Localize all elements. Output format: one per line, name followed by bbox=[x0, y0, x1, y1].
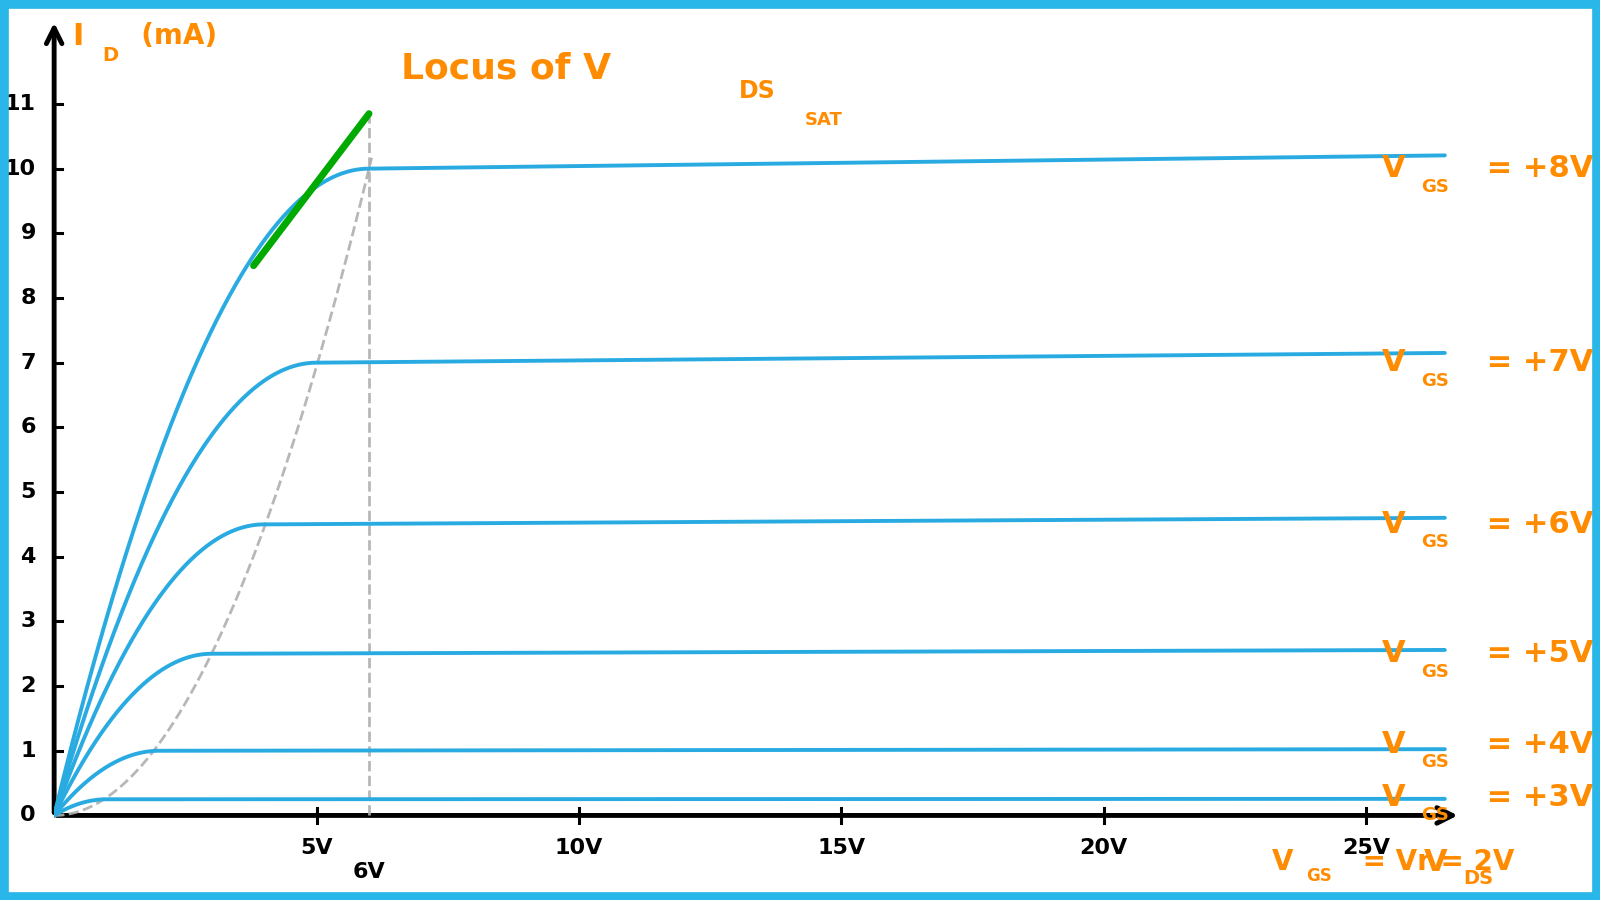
Text: 8: 8 bbox=[21, 288, 35, 308]
Text: GS: GS bbox=[1306, 868, 1331, 886]
Text: D: D bbox=[102, 46, 118, 65]
Text: GS: GS bbox=[1421, 372, 1450, 390]
Text: GS: GS bbox=[1421, 534, 1450, 552]
Text: 5: 5 bbox=[21, 482, 35, 502]
Text: = +4V: = +4V bbox=[1477, 730, 1594, 759]
Text: 15V: 15V bbox=[818, 838, 866, 858]
Text: I: I bbox=[72, 22, 83, 50]
Text: 6V: 6V bbox=[352, 862, 386, 882]
Text: 11: 11 bbox=[5, 94, 35, 114]
Text: 7: 7 bbox=[21, 353, 35, 373]
Text: (mA): (mA) bbox=[122, 22, 218, 50]
Text: GS: GS bbox=[1421, 178, 1450, 196]
Text: SAT: SAT bbox=[805, 111, 843, 129]
Text: = +6V: = +6V bbox=[1477, 510, 1594, 539]
Text: = +8V: = +8V bbox=[1477, 154, 1594, 183]
Text: 20V: 20V bbox=[1080, 838, 1128, 858]
Text: 1: 1 bbox=[21, 741, 35, 760]
Text: V: V bbox=[1382, 154, 1405, 183]
Text: DS: DS bbox=[1464, 868, 1493, 887]
Text: 25V: 25V bbox=[1342, 838, 1390, 858]
Text: 10V: 10V bbox=[555, 838, 603, 858]
Text: GS: GS bbox=[1421, 663, 1450, 681]
Text: 3: 3 bbox=[21, 611, 35, 632]
Text: 5V: 5V bbox=[301, 838, 333, 858]
Text: V: V bbox=[1382, 510, 1405, 539]
Text: 2: 2 bbox=[21, 676, 35, 696]
Text: V: V bbox=[1382, 639, 1405, 668]
Text: GS: GS bbox=[1421, 806, 1450, 824]
Text: V: V bbox=[1272, 848, 1293, 876]
Text: GS: GS bbox=[1421, 753, 1450, 771]
Text: DS: DS bbox=[739, 79, 776, 103]
Text: = +5V: = +5V bbox=[1477, 639, 1594, 668]
Text: V: V bbox=[1382, 730, 1405, 759]
Text: 4: 4 bbox=[21, 546, 35, 567]
Text: V: V bbox=[1424, 848, 1448, 877]
Text: = +7V: = +7V bbox=[1477, 348, 1594, 377]
Text: = Vr = 2V: = Vr = 2V bbox=[1354, 848, 1514, 876]
Text: 10: 10 bbox=[5, 158, 35, 178]
Text: 9: 9 bbox=[21, 223, 35, 243]
Text: Locus of V: Locus of V bbox=[400, 51, 611, 86]
Text: V: V bbox=[1382, 783, 1405, 812]
Text: = +3V: = +3V bbox=[1477, 783, 1594, 812]
Text: 0: 0 bbox=[21, 806, 35, 825]
Text: 6: 6 bbox=[21, 418, 35, 437]
Text: V: V bbox=[1382, 348, 1405, 377]
